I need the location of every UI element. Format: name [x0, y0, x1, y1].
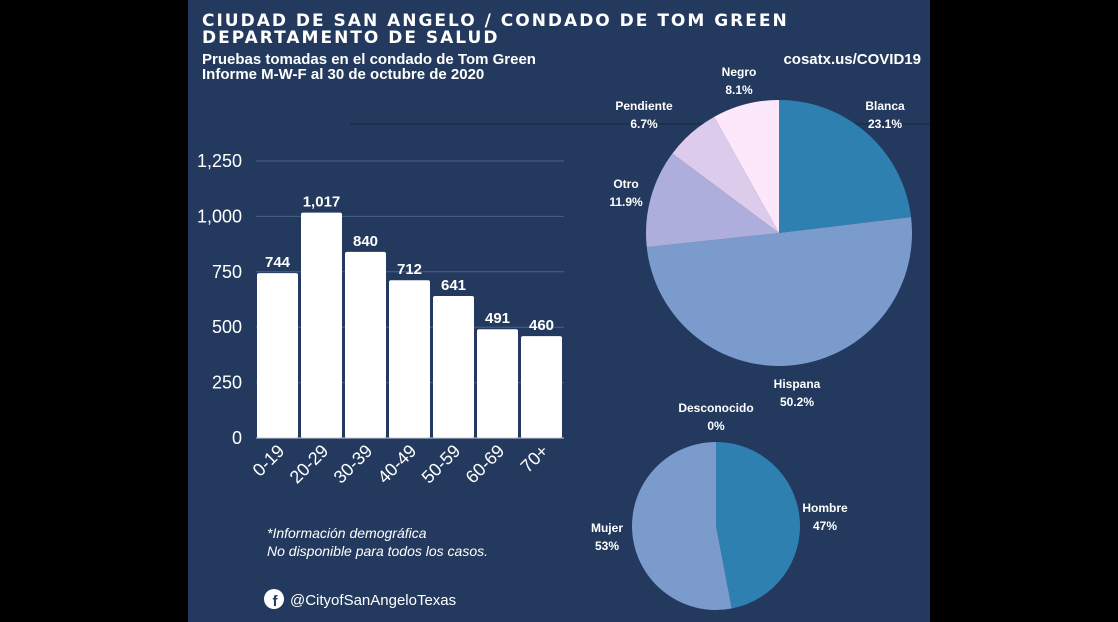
slice-label: Pendiente — [615, 99, 673, 113]
y-tick-label: 1,000 — [197, 206, 242, 226]
facebook-icon: f — [264, 589, 284, 610]
slice-label: Negro — [722, 65, 757, 79]
social-handle[interactable]: @CityofSanAngeloTexas — [290, 592, 456, 609]
bar-value-label: 1,017 — [303, 194, 341, 211]
bar-0-19 — [257, 273, 298, 438]
slice-label: Mujer — [591, 521, 623, 535]
slice-pct-label: 50.2% — [780, 395, 814, 409]
y-tick-label: 750 — [212, 262, 242, 282]
bar-60-69 — [477, 329, 518, 438]
pie-slice-hispana — [646, 217, 912, 366]
note-line1: *Información demográfica — [267, 525, 427, 541]
slice-pct-label: 23.1% — [868, 117, 902, 131]
slice-label: Hombre — [802, 501, 848, 515]
slice-pct-label: 11.9% — [609, 195, 643, 209]
bar-40-49 — [389, 280, 430, 438]
bar-value-label: 744 — [265, 254, 291, 271]
title-line1: CIUDAD DE SAN ANGELO / CONDADO DE TOM GR… — [202, 11, 789, 31]
note-line2: No disponible para todos los casos. — [267, 543, 488, 559]
y-tick-label: 1,250 — [197, 151, 242, 171]
slice-pct-label: 47% — [813, 519, 837, 533]
y-tick-label: 500 — [212, 317, 242, 337]
svg-text:f: f — [273, 593, 279, 610]
bar-20-29 — [301, 212, 342, 438]
y-tick-label: 0 — [232, 428, 242, 448]
slice-label: Hispana — [774, 377, 821, 391]
bar-70+ — [521, 336, 562, 438]
bar-30-39 — [345, 251, 386, 438]
bar-50-59 — [433, 295, 474, 438]
slice-pct-label: 53% — [595, 539, 619, 553]
y-tick-label: 250 — [212, 373, 242, 393]
pie-slice-mujer — [632, 442, 732, 610]
subtitle-line1: Pruebas tomadas en el condado de Tom Gre… — [202, 51, 536, 68]
pie-slice-pendiente — [672, 116, 779, 233]
gender-pie-chart: Hombre 47% Mujer 53% Desconocido 0% — [591, 401, 848, 610]
pie-slice-negro — [714, 100, 779, 233]
bar-value-label: 641 — [441, 277, 466, 294]
slice-label: Blanca — [865, 99, 905, 113]
pie-slice-otro — [646, 153, 779, 248]
slice-pct-label: 0% — [707, 419, 725, 433]
bar-value-label: 840 — [353, 233, 378, 250]
slice-label: Desconocido — [678, 401, 753, 415]
subtitle-line2: Informe M-W-F al 30 de octubre de 2020 — [202, 66, 484, 83]
website-link[interactable]: cosatx.us/COVID19 — [783, 51, 921, 68]
pie-slice-blanca — [779, 100, 912, 233]
slice-pct-label: 8.1% — [725, 83, 753, 97]
slice-label: Otro — [613, 177, 638, 191]
bar-value-label: 460 — [529, 317, 554, 334]
ethnicity-pie-chart: Blanca 23.1% Hispana 50.2% Otro 11.9% Pendient… — [609, 65, 912, 409]
slice-pct-label: 6.7% — [630, 117, 658, 131]
pie-slice-hombre — [716, 442, 801, 609]
title-line2: DEPARTAMENTO DE SALUD — [202, 28, 499, 48]
bar-value-label: 491 — [485, 310, 510, 327]
bar-value-label: 712 — [397, 261, 422, 278]
